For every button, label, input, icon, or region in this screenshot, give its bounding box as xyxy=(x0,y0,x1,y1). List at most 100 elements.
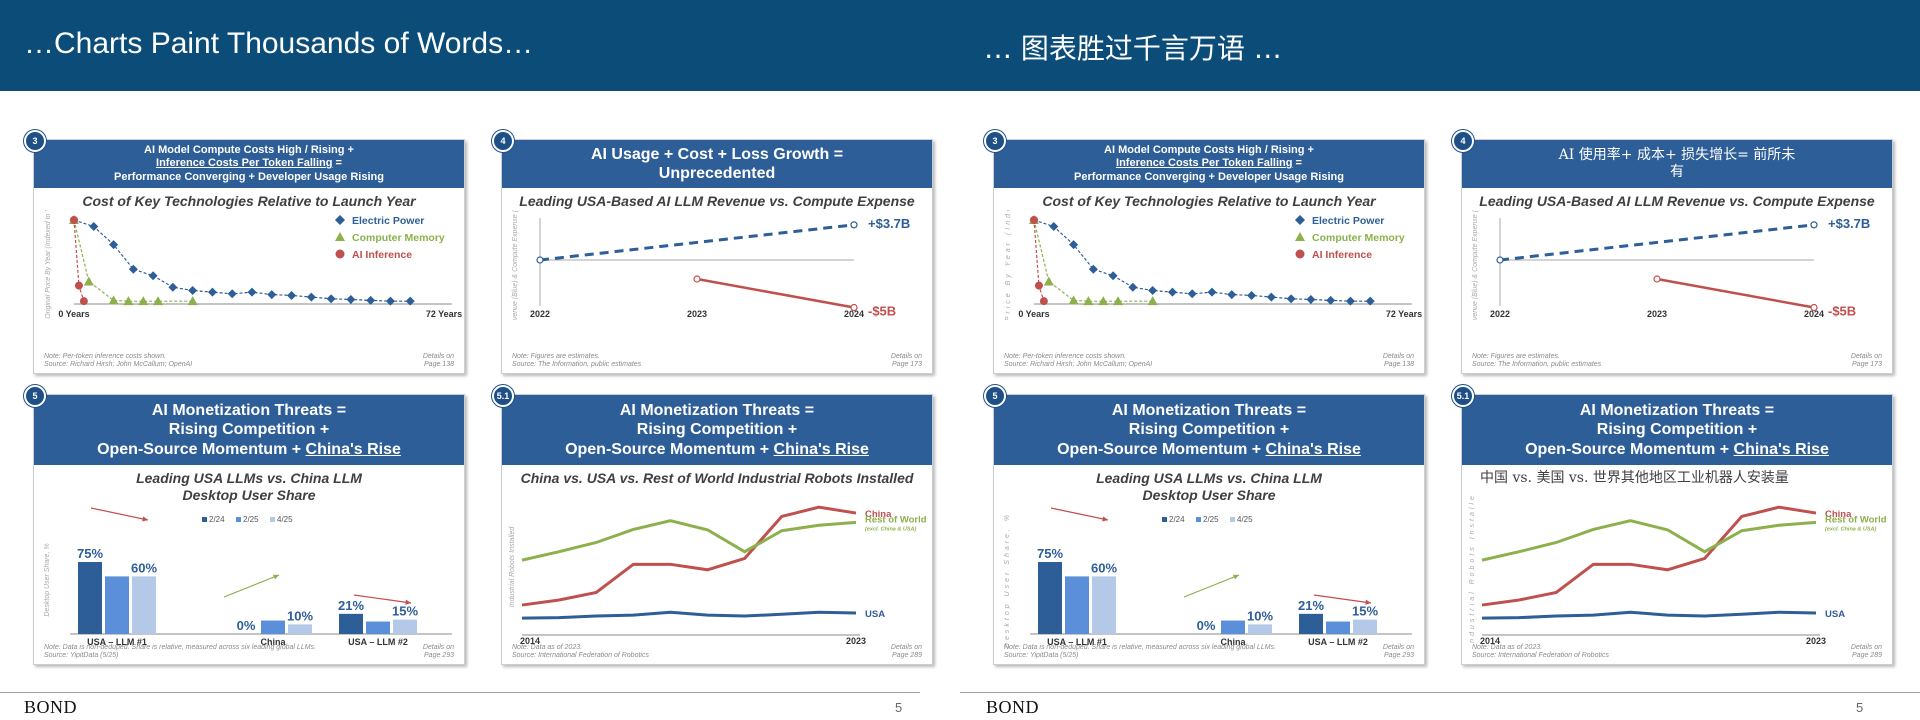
data-point xyxy=(1286,294,1296,304)
data-point xyxy=(1128,282,1138,292)
revenue-chart-svg: Revenue (Blue) & Compute Expense (Red) 20… xyxy=(1472,210,1870,320)
source-text: Source: YipitData (5/25) xyxy=(44,652,119,659)
data-point xyxy=(693,275,701,283)
card-header-line: Rising Competition + xyxy=(636,421,798,439)
x-tick-label: 72 Years xyxy=(426,309,462,319)
cost-chart-svg: % of Original Price By Year (Indexed to … xyxy=(1005,210,1422,320)
section-badge: 5 xyxy=(24,385,46,407)
bar xyxy=(1326,621,1350,634)
section-badge: 4 xyxy=(1452,130,1474,152)
bar xyxy=(78,562,102,634)
card-header-line: AI Monetization Threats = xyxy=(151,402,347,420)
card-header-line: Open-Source Momentum + China's Rise xyxy=(1525,440,1829,459)
bar xyxy=(1299,613,1323,634)
header-underlined: China's Rise xyxy=(1733,440,1829,458)
note-text: Note: Per-token inference costs shown. xyxy=(1004,353,1127,360)
series-line xyxy=(1499,223,1815,262)
series-end-label: USA xyxy=(865,609,885,620)
series-line xyxy=(539,223,855,262)
chart-subtitle: Desktop User Share xyxy=(1142,487,1276,503)
source-text: Source: Richard Hirsh; John McCallum; Op… xyxy=(1004,361,1153,368)
details-page: Page 173 xyxy=(892,361,922,368)
chart-note: Note: Per-token inference costs shown. So… xyxy=(1004,353,1152,369)
chart-subtitle: Leading USA-Based AI LLM Revenue vs. Com… xyxy=(1479,193,1875,209)
chart-note: Note: Figures are estimates. Source: The … xyxy=(1472,353,1601,369)
data-point xyxy=(79,297,88,306)
x-tick-label: 0 Years xyxy=(58,309,89,319)
card-header-line: Performance Converging + Developer Usage… xyxy=(1074,170,1344,183)
details-text: Details on xyxy=(1382,644,1414,651)
data-label: 60% xyxy=(1091,560,1117,575)
header-underlined: Inference Costs Per Token Falling xyxy=(156,157,333,170)
data-point xyxy=(1113,296,1124,306)
note-text: Note: Figures are estimates. xyxy=(512,353,600,360)
series-line-electric-power xyxy=(1033,219,1371,302)
end-value-label: -$5B xyxy=(868,304,896,319)
data-point xyxy=(168,282,178,292)
data-point xyxy=(148,271,158,281)
trend-arrowhead xyxy=(273,574,279,580)
bar xyxy=(393,619,417,634)
y-axis-label: Revenue (Blue) & Compute Expense (Red) xyxy=(512,210,519,320)
end-value-label: +$3.7B xyxy=(868,216,910,231)
data-point xyxy=(366,295,376,305)
chart-card-c5: AI Monetization Threats = Rising Competit… xyxy=(993,394,1425,665)
details-link: Details on Page 138 xyxy=(1383,353,1414,369)
header-tail: = xyxy=(332,157,342,170)
chart-card-c51: AI Monetization Threats = Rising Competit… xyxy=(1461,394,1893,665)
card-header-line: AI 使用率+ 成本+ 损失增长= 前所未 xyxy=(1558,147,1796,164)
source-text: Source: International Federation of Robo… xyxy=(1472,652,1609,659)
card-header-line: Open-Source Momentum + China's Rise xyxy=(1057,440,1361,459)
legend-marker xyxy=(335,232,345,241)
data-label: 21% xyxy=(338,598,364,613)
data-point xyxy=(850,303,858,312)
details-page: Page 138 xyxy=(1384,361,1414,368)
details-link: Details on Page 293 xyxy=(423,644,454,660)
category-label: China xyxy=(1220,637,1246,647)
footer-divider-left xyxy=(0,692,920,693)
data-point xyxy=(187,296,198,306)
legend-label: 4/25 xyxy=(277,515,293,524)
data-point xyxy=(326,294,336,304)
section-badge: 4 xyxy=(492,130,514,152)
data-point xyxy=(267,290,277,300)
data-point xyxy=(1810,221,1818,229)
bar xyxy=(1038,562,1062,634)
source-text: Source: The Information, public estimate… xyxy=(512,361,642,368)
legend-label: Electric Power xyxy=(1312,215,1384,227)
details-text: Details on xyxy=(422,644,454,651)
data-label: 21% xyxy=(1298,598,1324,613)
source-text: Source: YipitData (5/25) xyxy=(1004,652,1079,659)
details-page: Page 173 xyxy=(1852,361,1882,368)
data-label: 10% xyxy=(1247,608,1273,623)
data-label: 75% xyxy=(77,546,103,561)
series-line xyxy=(1481,610,1817,620)
page-number-left: 5 xyxy=(895,700,903,715)
legend-swatch xyxy=(1162,517,1167,522)
data-point xyxy=(1306,295,1316,305)
x-tick-label: 2024 xyxy=(844,309,864,319)
data-point xyxy=(247,287,257,297)
data-point xyxy=(1247,290,1257,300)
data-point xyxy=(1108,271,1118,281)
data-point xyxy=(1049,222,1059,232)
series-line xyxy=(1656,277,1815,309)
chart-card-c4: AI 使用率+ 成本+ 损失增长= 前所未有 Note: Figures are … xyxy=(1461,139,1893,374)
card-header: AI Monetization Threats = Rising Competit… xyxy=(1462,395,1892,465)
y-axis-label: Desktop User Share, % xyxy=(1004,512,1011,648)
data-point xyxy=(153,296,164,306)
details-text: Details on xyxy=(422,353,454,360)
data-point xyxy=(1088,264,1098,274)
series-line xyxy=(521,505,857,607)
data-point xyxy=(287,290,297,300)
source-text: Source: The Information, public estimate… xyxy=(1472,361,1602,368)
y-axis-label: Revenue (Blue) & Compute Expense (Red) xyxy=(1472,210,1479,320)
data-point xyxy=(850,221,858,229)
data-point xyxy=(1227,290,1237,300)
end-value-label: -$5B xyxy=(1828,304,1856,319)
data-point xyxy=(1068,295,1079,305)
details-link: Details on Page 138 xyxy=(423,353,454,369)
card-header-line: Performance Converging + Developer Usage… xyxy=(114,170,384,183)
data-point xyxy=(1167,287,1177,297)
chart-subtitle: Leading USA LLMs vs. China LLM xyxy=(1096,470,1322,486)
